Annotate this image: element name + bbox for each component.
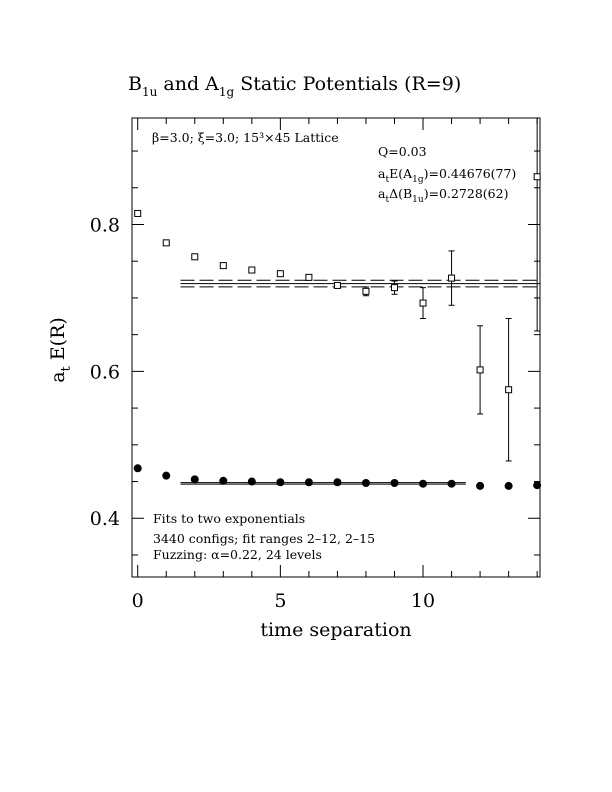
plot-frame xyxy=(131,117,541,578)
circle-point xyxy=(162,471,171,480)
circle-point xyxy=(361,478,370,487)
tick-labels: 0 5 10 0.4 0.6 0.8 xyxy=(90,214,435,612)
circle-point xyxy=(133,464,142,473)
square-point xyxy=(276,270,284,278)
square-point xyxy=(533,173,541,181)
circle-point xyxy=(276,478,285,487)
square-point xyxy=(419,299,427,307)
square-point xyxy=(505,386,513,394)
circle-point xyxy=(333,478,342,487)
y-tick-label: 0.8 xyxy=(90,214,120,236)
circle-point xyxy=(190,475,199,484)
y-tick-label: 0.6 xyxy=(90,361,120,383)
y-tick-label: 0.4 xyxy=(90,508,120,530)
y-axis-label: at E(R) xyxy=(47,317,74,383)
circle-point xyxy=(419,479,428,488)
fits-annotation: Fits to two exponentials xyxy=(153,511,305,526)
square-point xyxy=(162,239,170,247)
x-tick-label: 5 xyxy=(274,590,286,612)
b1u-series xyxy=(134,117,541,462)
lattice-annotation: β=3.0; ξ=3.0; 15³×45 Lattice xyxy=(152,130,339,145)
square-point xyxy=(390,284,398,292)
square-point xyxy=(448,274,456,282)
x-tick-label: 0 xyxy=(132,590,144,612)
circle-point xyxy=(219,476,228,485)
circle-point xyxy=(247,477,256,486)
fuzzing-annotation: Fuzzing: α=0.22, 24 levels xyxy=(153,547,322,562)
circle-point xyxy=(447,479,456,488)
square-point xyxy=(476,366,484,374)
q-annotation: Q=0.03 xyxy=(378,144,427,159)
square-point xyxy=(134,209,142,217)
delta-annotation: atΔ(B1u)=0.2728(62) xyxy=(378,186,508,205)
circle-point xyxy=(533,481,542,490)
x-axis-label: time separation xyxy=(260,619,411,641)
a1g-series xyxy=(133,464,542,490)
square-point xyxy=(333,281,341,289)
square-point xyxy=(305,273,313,281)
configs-annotation: 3440 configs; fit ranges 2–12, 2–15 xyxy=(153,531,375,546)
square-point xyxy=(362,287,370,295)
fit-lines xyxy=(180,279,540,485)
circle-point xyxy=(476,481,485,490)
x-tick-label: 10 xyxy=(411,590,435,612)
chart-title: B1u and A1g Static Potentials (R=9) xyxy=(128,73,461,99)
circle-point xyxy=(504,481,513,490)
circle-point xyxy=(390,478,399,487)
square-point xyxy=(248,266,256,274)
square-point xyxy=(191,253,199,261)
energy-annotation: atE(A1g)=0.44676(77) xyxy=(378,166,516,185)
square-point xyxy=(219,262,227,270)
circle-point xyxy=(304,478,313,487)
